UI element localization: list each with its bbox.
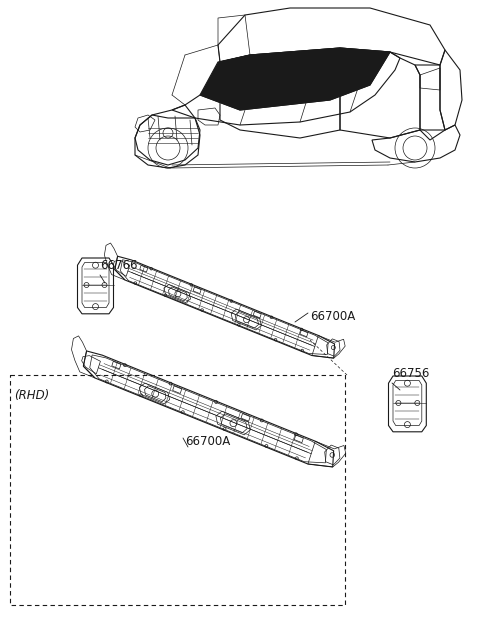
Polygon shape xyxy=(200,48,390,110)
Text: (RHD): (RHD) xyxy=(14,389,49,402)
Text: 66756: 66756 xyxy=(392,367,430,380)
Text: 66700A: 66700A xyxy=(185,435,230,448)
Text: 66700A: 66700A xyxy=(310,310,355,323)
Bar xyxy=(10,375,345,605)
Text: 66766: 66766 xyxy=(100,259,137,272)
